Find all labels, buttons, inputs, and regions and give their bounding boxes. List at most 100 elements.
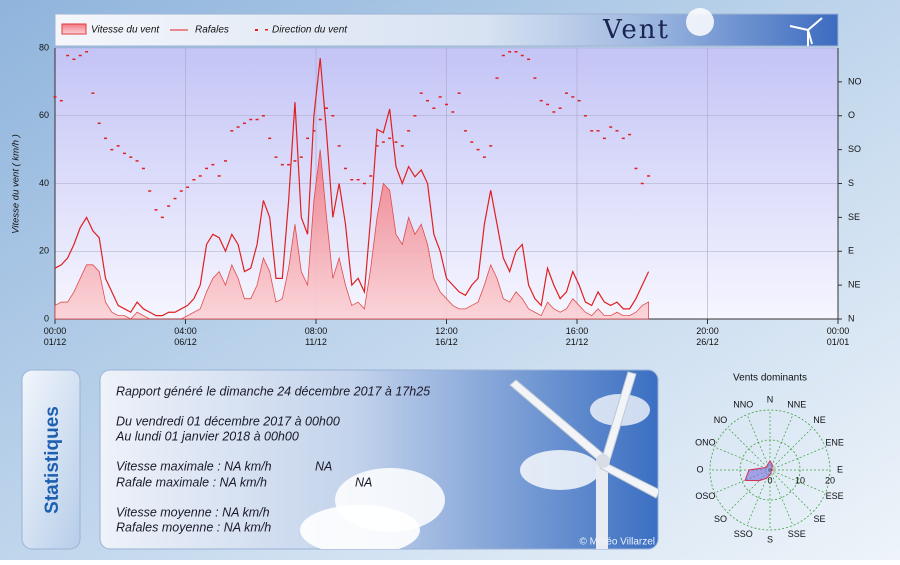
direction-point xyxy=(53,96,57,98)
rose-spoke xyxy=(769,469,826,494)
rose-direction-label: NNO xyxy=(733,400,753,410)
direction-point xyxy=(268,137,272,140)
legend-swatch-dot xyxy=(265,29,268,31)
rose-direction-label: ENE xyxy=(825,438,844,448)
y-axis-label: Vitesse du vent ( km/h ) xyxy=(11,134,22,234)
rose-spoke xyxy=(714,446,771,471)
x-tick-label-line: 00:00 xyxy=(827,326,850,336)
direction-point xyxy=(318,118,322,121)
direction-point xyxy=(369,175,373,177)
rose-direction-label: ONO xyxy=(695,438,716,448)
direction-point xyxy=(274,156,278,158)
y-tick-label: 40 xyxy=(39,178,49,188)
direction-point xyxy=(230,130,234,132)
max-speed-extra: NA xyxy=(315,459,332,473)
report-to: Au lundi 01 janvier 2018 à 00h00 xyxy=(115,429,299,443)
stats-tab xyxy=(21,369,81,550)
speed-area xyxy=(54,149,649,320)
rose-ring xyxy=(709,409,831,531)
direction-point xyxy=(261,115,265,117)
x-tick-label-line: 16:00 xyxy=(566,326,589,336)
direction-point xyxy=(583,115,587,117)
direction-point xyxy=(312,130,316,132)
direction-point xyxy=(198,175,202,177)
direction-point xyxy=(293,160,297,162)
direction-point xyxy=(343,167,347,170)
x-tick-label: 20:00 26/12 xyxy=(696,326,719,347)
direction-point xyxy=(154,209,158,211)
direction-point xyxy=(514,51,518,53)
x-tick-label: 04:00 06/12 xyxy=(174,326,197,347)
y-tick-label: 20 xyxy=(39,246,49,256)
max-gust-extra: NA xyxy=(355,475,372,489)
direction-point xyxy=(470,141,474,143)
report-from: Du vendredi 01 décembre 2017 à 00h00 xyxy=(116,414,340,428)
direction-point xyxy=(72,58,76,61)
x-tick-label-line: 01/12 xyxy=(44,337,67,347)
direction-point xyxy=(615,130,619,132)
y-tick-label: 60 xyxy=(39,110,49,120)
mean-gust: Rafales moyenne : NA km/h xyxy=(116,520,271,534)
rose-spoke xyxy=(769,427,813,471)
direction-point xyxy=(350,178,354,181)
rose-direction-label: SO xyxy=(714,514,727,524)
direction-point xyxy=(287,163,291,166)
wind-rose: 0 10 20 N NNE NE ENE E ESE SE SSE S SSO SO OSO O ONO NO NN… xyxy=(695,394,844,544)
rose-polygon xyxy=(744,460,775,482)
chart-title: Vent xyxy=(602,15,670,45)
direction-point xyxy=(160,216,164,219)
rose-direction-label: N xyxy=(767,394,774,404)
direction-point xyxy=(211,163,215,166)
x-tick-label-line: 04:00 xyxy=(174,326,197,336)
direction-point xyxy=(179,190,183,192)
y2-tick-label: S xyxy=(848,178,854,188)
report-decor xyxy=(300,371,658,549)
legend-label: Vitesse du vent xyxy=(91,25,160,36)
direction-point xyxy=(533,77,537,79)
rose-direction-label: SE xyxy=(813,514,825,524)
direction-point xyxy=(116,145,120,147)
direction-point xyxy=(85,51,89,53)
direction-point xyxy=(520,54,524,57)
x-tick-label-line: 08:00 xyxy=(305,326,328,336)
rose-direction-label: NE xyxy=(813,415,826,425)
direction-point xyxy=(381,141,385,143)
direction-point xyxy=(280,163,284,166)
x-tick-label: 12:00 16/12 xyxy=(435,326,458,347)
direction-point xyxy=(141,167,145,170)
direction-point xyxy=(97,122,101,125)
rose-tick-label: 0 xyxy=(767,475,772,485)
direction-point xyxy=(148,190,152,192)
x-tick-label-line: 06/12 xyxy=(174,337,197,347)
rose-spoke xyxy=(769,469,794,526)
direction-point xyxy=(476,148,480,151)
direction-point xyxy=(59,99,63,102)
y2-tick-label: SE xyxy=(848,212,860,222)
rose-direction-label: S xyxy=(767,534,773,544)
direction-point xyxy=(104,137,108,140)
mean-speed: Vitesse moyenne : NA km/h xyxy=(116,505,270,519)
x-tick-label: 08:00 11/12 xyxy=(305,326,328,347)
direction-point xyxy=(66,54,70,57)
turbine-decor xyxy=(789,17,823,46)
gust-line xyxy=(54,58,650,317)
direction-point xyxy=(110,148,114,151)
direction-point xyxy=(135,160,139,162)
rose-direction-label: O xyxy=(696,464,703,474)
direction-point xyxy=(331,115,335,117)
direction-point xyxy=(609,126,613,128)
rose-direction-label: NNE xyxy=(787,400,806,410)
direction-point xyxy=(375,145,379,147)
x-tick-label-line: 01/01 xyxy=(827,337,850,347)
x-tick-label-line: 16/12 xyxy=(435,337,458,347)
x-tick-label-line: 11/12 xyxy=(305,337,327,347)
direction-point xyxy=(527,58,531,61)
stats-heading: Statistiques xyxy=(42,406,63,514)
direction-point xyxy=(242,122,246,125)
rose-spoke xyxy=(769,446,826,471)
rose-title: Vents dominants xyxy=(733,373,807,384)
direction-point xyxy=(634,167,638,170)
rose-tick-label: 10 xyxy=(795,475,805,485)
